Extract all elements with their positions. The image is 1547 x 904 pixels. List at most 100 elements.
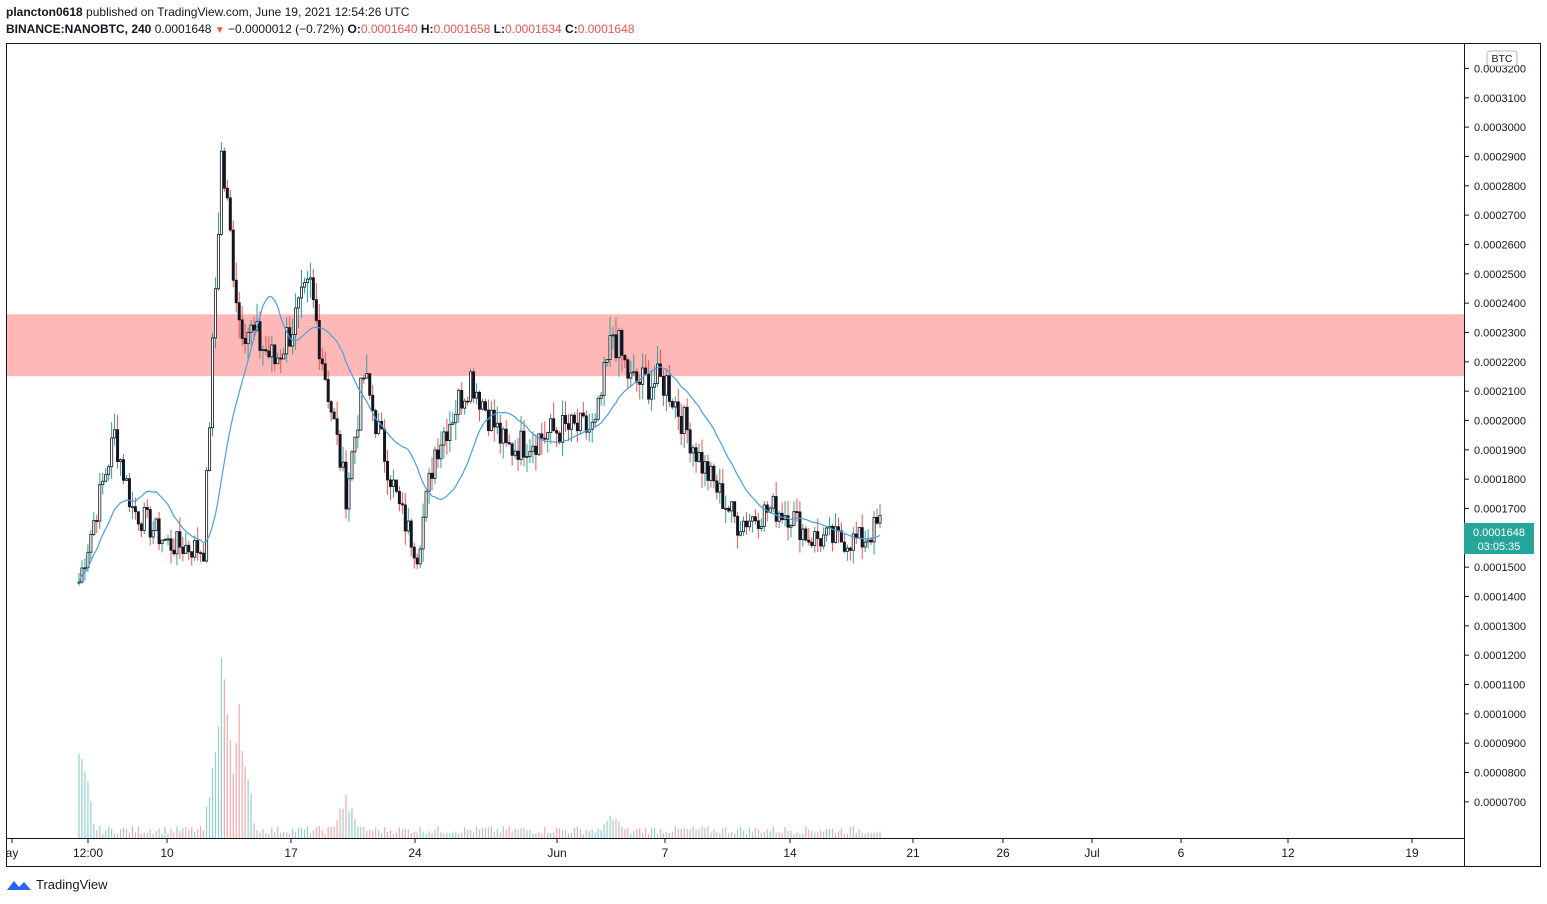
candle-body — [430, 472, 434, 479]
candle — [638, 374, 642, 400]
candle-body — [421, 516, 425, 550]
volume-bar — [511, 831, 513, 838]
volume-bar — [722, 828, 724, 838]
candle — [626, 357, 630, 390]
volume-bar — [784, 827, 786, 838]
candle — [89, 529, 93, 560]
candle-body — [205, 470, 209, 562]
volume-bar — [244, 766, 246, 838]
volume-bar — [826, 828, 828, 838]
candle — [872, 511, 876, 555]
candle — [469, 368, 473, 404]
volume-bar — [668, 833, 670, 838]
candle — [314, 282, 318, 324]
candle — [356, 415, 360, 449]
candle-body — [136, 511, 140, 525]
candle — [267, 336, 271, 359]
candle-body — [439, 444, 443, 460]
volume-bar — [855, 832, 857, 838]
candle-body — [626, 359, 630, 379]
currency-label: BTC — [1492, 53, 1513, 65]
candle-body — [199, 552, 203, 555]
candle-body — [860, 527, 864, 548]
author-name[interactable]: plancton0618 — [6, 5, 83, 19]
tradingview-footer[interactable]: TradingView — [6, 877, 108, 892]
volume-bar — [392, 833, 395, 838]
volume-bar — [728, 833, 730, 838]
candle-body — [813, 531, 817, 546]
candle — [572, 412, 576, 426]
volume-bar — [449, 833, 451, 838]
candle — [534, 434, 538, 471]
candle — [311, 268, 315, 308]
volume-bar — [452, 832, 454, 838]
candle — [661, 369, 665, 406]
candle-body — [516, 450, 520, 460]
candle-body — [519, 430, 523, 460]
candle-body — [676, 401, 680, 417]
volume-bar — [662, 833, 665, 838]
price-tick-label: 0.0002500 — [1474, 269, 1526, 281]
volume-bar — [336, 820, 338, 838]
candle — [543, 421, 547, 444]
low-label: L: — [493, 22, 505, 36]
candle-body — [210, 337, 214, 429]
price-tick-label: 0.0002600 — [1474, 239, 1526, 251]
candle — [828, 516, 832, 536]
volume-bar — [232, 773, 234, 838]
candle-body — [356, 429, 360, 438]
volume-bar — [235, 742, 237, 838]
volume-bar — [499, 832, 501, 838]
volume-bar — [116, 833, 119, 838]
candle-body — [228, 197, 232, 231]
candle — [664, 369, 668, 412]
candle — [403, 493, 407, 545]
candle — [875, 508, 879, 526]
candle-body — [489, 409, 493, 432]
candle — [798, 501, 802, 553]
candle-body — [294, 307, 298, 335]
candle — [851, 526, 855, 564]
volume-bar — [496, 828, 498, 838]
candle — [549, 413, 553, 444]
candle-body — [359, 377, 363, 431]
candle-body — [658, 363, 662, 377]
volume-bar — [467, 829, 469, 838]
currency-badge[interactable]: BTC — [1486, 50, 1518, 67]
candle — [730, 501, 734, 523]
volume-bar — [238, 704, 240, 838]
candle-body — [305, 278, 309, 283]
candle-body — [469, 371, 473, 402]
volume-bar — [487, 827, 489, 838]
volume-bar — [401, 829, 403, 838]
volume-bar — [564, 829, 567, 838]
volume-bar — [262, 829, 264, 838]
candle-body — [730, 501, 734, 512]
candle-body — [670, 401, 674, 408]
candle-body — [332, 411, 336, 420]
candle — [371, 384, 375, 422]
volume-bar — [659, 828, 662, 838]
candle — [243, 323, 247, 353]
volume-bar — [140, 833, 142, 838]
candle — [329, 400, 333, 422]
candle — [460, 382, 464, 415]
candle-body — [504, 428, 508, 443]
volume-bar — [612, 819, 614, 838]
candle-body — [110, 437, 114, 468]
volume-bar — [731, 831, 733, 838]
candle — [406, 507, 410, 535]
candle-body — [673, 401, 677, 408]
candle-body — [567, 423, 571, 430]
candle-body — [537, 433, 541, 455]
candle-body — [326, 379, 330, 403]
candle — [347, 472, 351, 522]
volume-bar — [446, 832, 448, 838]
volume-bar — [802, 833, 804, 838]
candle — [860, 514, 864, 560]
candle-body — [368, 373, 372, 396]
candle — [202, 543, 206, 562]
volume-bar — [692, 826, 694, 838]
candle-body — [721, 483, 725, 509]
